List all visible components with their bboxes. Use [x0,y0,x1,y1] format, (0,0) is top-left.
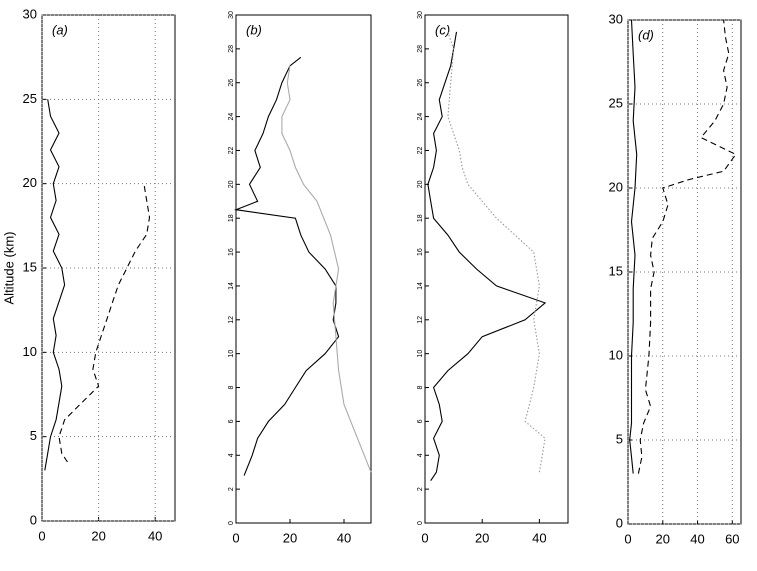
y-tick-label: 28 [228,45,235,53]
y-tick-label: 10 [417,350,424,358]
y-tick-label: 18 [417,214,424,222]
y-tick-label: 22 [228,146,235,154]
profile-line [629,19,638,474]
y-tick-label: 0 [228,521,235,525]
y-tick-label: 16 [228,248,235,256]
panel-title: (c) [435,22,450,37]
y-tick-label: 28 [417,45,424,53]
y-tick-label: 4 [228,453,235,457]
y-tick-label: 16 [417,248,424,256]
profile-line [44,99,66,471]
y-tick-label: 14 [417,282,424,290]
x-tick-label: 20 [475,530,489,545]
y-tick-label: 30 [417,11,424,19]
profile-line [281,65,372,473]
x-tick-label: 40 [148,528,162,543]
y-tick-label: 0 [417,521,424,525]
x-tick-label: 20 [283,530,297,545]
profile-line [447,31,546,473]
y-tick-label: 2 [228,487,235,491]
y-tick-label: 24 [417,113,424,121]
profile-line [637,19,737,474]
profile-line [233,56,340,476]
y-tick-label: 20 [23,175,37,190]
y-tick-label: 14 [228,282,235,290]
y-tick-label: 22 [417,146,424,154]
plot-frame [424,14,569,524]
y-tick-label: 12 [417,316,424,324]
profile-line [58,183,151,463]
y-tick-label: 6 [228,419,235,423]
x-tick-label: 0 [232,530,239,545]
x-tick-label: 0 [624,531,631,546]
y-tick-label: 25 [23,91,37,106]
x-tick-label: 20 [91,528,105,543]
profile-line [427,31,547,482]
panel-title: (b) [246,22,262,37]
y-tick-label: 8 [417,385,424,389]
y-tick-label: 15 [609,263,623,278]
x-tick-label: 40 [337,530,351,545]
y-tick-label: 5 [616,431,623,446]
x-tick-label: 0 [421,530,428,545]
y-tick-label: 15 [23,259,37,274]
y-tick-label: 26 [228,79,235,87]
y-tick-label: 25 [609,95,623,110]
y-tick-label: 30 [228,11,235,19]
plot-frame [235,14,372,524]
x-tick-label: 40 [690,531,704,546]
y-axis-label: Altitude (km) [1,232,16,305]
y-tick-label: 10 [23,344,37,359]
y-tick-label: 12 [228,316,235,324]
y-tick-label: 20 [228,180,235,188]
y-tick-label: 2 [417,487,424,491]
y-tick-label: 30 [23,6,37,21]
panel-title: (a) [52,22,68,37]
y-tick-label: 5 [30,428,37,443]
y-tick-label: 20 [417,180,424,188]
x-tick-label: 20 [656,531,670,546]
panel-title: (d) [638,27,654,42]
y-tick-label: 6 [417,419,424,423]
y-tick-label: 26 [417,79,424,87]
y-tick-label: 30 [609,11,623,26]
y-tick-label: 0 [616,515,623,530]
x-tick-label: 40 [532,530,546,545]
x-tick-label: 60 [725,531,739,546]
y-tick-label: 8 [228,385,235,389]
y-tick-label: 10 [609,347,623,362]
y-tick-label: 0 [30,512,37,527]
x-tick-label: 0 [38,528,45,543]
y-tick-label: 20 [609,179,623,194]
y-tick-label: 4 [417,453,424,457]
y-tick-label: 24 [228,113,235,121]
y-tick-label: 18 [228,214,235,222]
y-tick-label: 10 [228,350,235,358]
